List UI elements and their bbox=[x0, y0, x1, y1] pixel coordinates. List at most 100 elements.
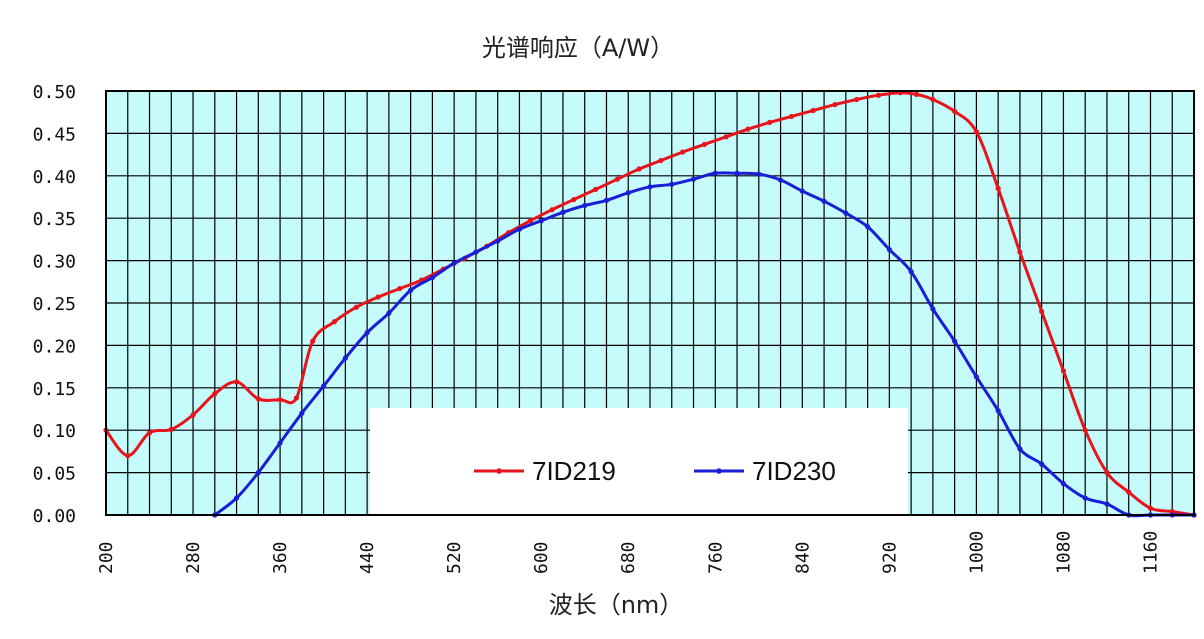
data-point bbox=[701, 141, 708, 148]
data-point bbox=[690, 176, 697, 182]
data-point bbox=[777, 177, 784, 183]
data-point bbox=[375, 294, 381, 300]
x-tick-label: 680 bbox=[618, 541, 639, 574]
data-point bbox=[125, 453, 131, 459]
y-tick-labels: 0.00 0.05 0.10 0.15 0.20 0.25 0.30 0.35 0.40 0.45… bbox=[33, 82, 76, 527]
data-point bbox=[1060, 368, 1067, 374]
data-point bbox=[255, 396, 261, 402]
data-point bbox=[331, 319, 338, 325]
data-point bbox=[1104, 470, 1110, 476]
chart-title: 光谱响应（A/W） bbox=[482, 34, 674, 62]
data-point bbox=[549, 207, 555, 213]
data-point bbox=[397, 285, 403, 292]
y-tick-label: 0.30 bbox=[33, 252, 76, 273]
data-point bbox=[190, 412, 196, 418]
data-point bbox=[593, 186, 599, 192]
legend-label-7id230: 7ID230 bbox=[752, 456, 836, 486]
x-tick-label: 1160 bbox=[1140, 531, 1161, 574]
data-point bbox=[973, 374, 980, 380]
data-point bbox=[875, 92, 882, 98]
x-tick-label: 280 bbox=[183, 541, 204, 574]
data-point bbox=[756, 171, 762, 177]
x-tick-label: 840 bbox=[792, 541, 813, 574]
data-point bbox=[212, 391, 218, 397]
legend: 7ID219 7ID230 bbox=[474, 456, 836, 486]
x-tick-label: 600 bbox=[531, 541, 552, 574]
data-point bbox=[669, 181, 675, 187]
y-tick-label: 0.50 bbox=[33, 82, 76, 103]
data-point bbox=[571, 196, 577, 203]
data-point bbox=[527, 218, 533, 224]
data-point bbox=[723, 134, 729, 140]
data-point bbox=[913, 91, 920, 97]
legend-box bbox=[370, 408, 908, 516]
data-point bbox=[886, 246, 892, 253]
data-point bbox=[310, 338, 316, 344]
y-tick-label: 0.20 bbox=[33, 336, 76, 357]
y-tick-label: 0.05 bbox=[33, 464, 76, 485]
x-tick-label: 520 bbox=[444, 541, 465, 574]
x-axis-label: 波长（nm） bbox=[549, 591, 684, 619]
data-point bbox=[429, 274, 435, 281]
y-tick-label: 0.25 bbox=[33, 294, 76, 315]
data-point bbox=[473, 249, 479, 255]
data-point bbox=[854, 96, 860, 103]
data-point bbox=[865, 224, 871, 230]
data-point bbox=[1082, 495, 1088, 501]
data-point bbox=[1060, 481, 1067, 487]
y-tick-label: 0.40 bbox=[33, 167, 76, 188]
data-point bbox=[603, 197, 610, 203]
data-point bbox=[233, 379, 240, 385]
data-point bbox=[1017, 446, 1023, 452]
data-point bbox=[1017, 249, 1023, 255]
data-point bbox=[321, 383, 327, 389]
data-point bbox=[767, 119, 773, 125]
y-tick-label: 0.10 bbox=[33, 421, 76, 442]
data-point bbox=[1039, 461, 1045, 467]
data-point bbox=[973, 129, 980, 135]
x-tick-label: 440 bbox=[357, 541, 378, 574]
data-point bbox=[293, 395, 299, 401]
data-point bbox=[1082, 427, 1088, 433]
data-point bbox=[788, 113, 795, 120]
data-point bbox=[451, 260, 457, 266]
data-point bbox=[680, 149, 686, 155]
data-point bbox=[582, 202, 588, 209]
data-point bbox=[1039, 308, 1045, 315]
data-point bbox=[408, 287, 414, 293]
x-tick-labels: 200 280 360 440 520 600 680 760 840 920 1000 1080 11… bbox=[96, 531, 1161, 574]
data-point bbox=[386, 310, 392, 316]
data-point bbox=[930, 96, 936, 103]
plot-border bbox=[105, 90, 1195, 516]
series-line-7id219 bbox=[104, 91, 1195, 517]
x-tick-label: 920 bbox=[879, 541, 900, 574]
data-point bbox=[614, 176, 620, 182]
x-tick-label: 1000 bbox=[966, 531, 987, 574]
data-point bbox=[810, 107, 816, 114]
data-point bbox=[516, 226, 523, 232]
data-point bbox=[168, 426, 174, 432]
data-point bbox=[799, 188, 805, 194]
legend-marker bbox=[496, 468, 502, 474]
data-point bbox=[843, 210, 849, 216]
data-point bbox=[658, 157, 664, 164]
y-tick-label: 0.35 bbox=[33, 209, 76, 230]
data-point bbox=[908, 269, 914, 275]
data-point bbox=[1147, 505, 1154, 511]
data-point bbox=[299, 410, 305, 416]
x-tick-label: 1080 bbox=[1053, 531, 1074, 574]
data-point bbox=[832, 101, 838, 108]
data-point bbox=[495, 238, 501, 244]
x-tick-label: 200 bbox=[96, 541, 117, 574]
data-point bbox=[1104, 501, 1110, 507]
data-point bbox=[353, 304, 359, 310]
y-tick-label: 0.00 bbox=[33, 506, 76, 527]
data-point bbox=[364, 330, 370, 336]
data-point bbox=[233, 495, 240, 501]
data-point bbox=[952, 108, 958, 114]
y-tick-label: 0.45 bbox=[33, 124, 76, 145]
series-line-7id230 bbox=[213, 171, 1194, 518]
x-tick-label: 760 bbox=[705, 541, 726, 574]
data-point bbox=[952, 338, 958, 344]
